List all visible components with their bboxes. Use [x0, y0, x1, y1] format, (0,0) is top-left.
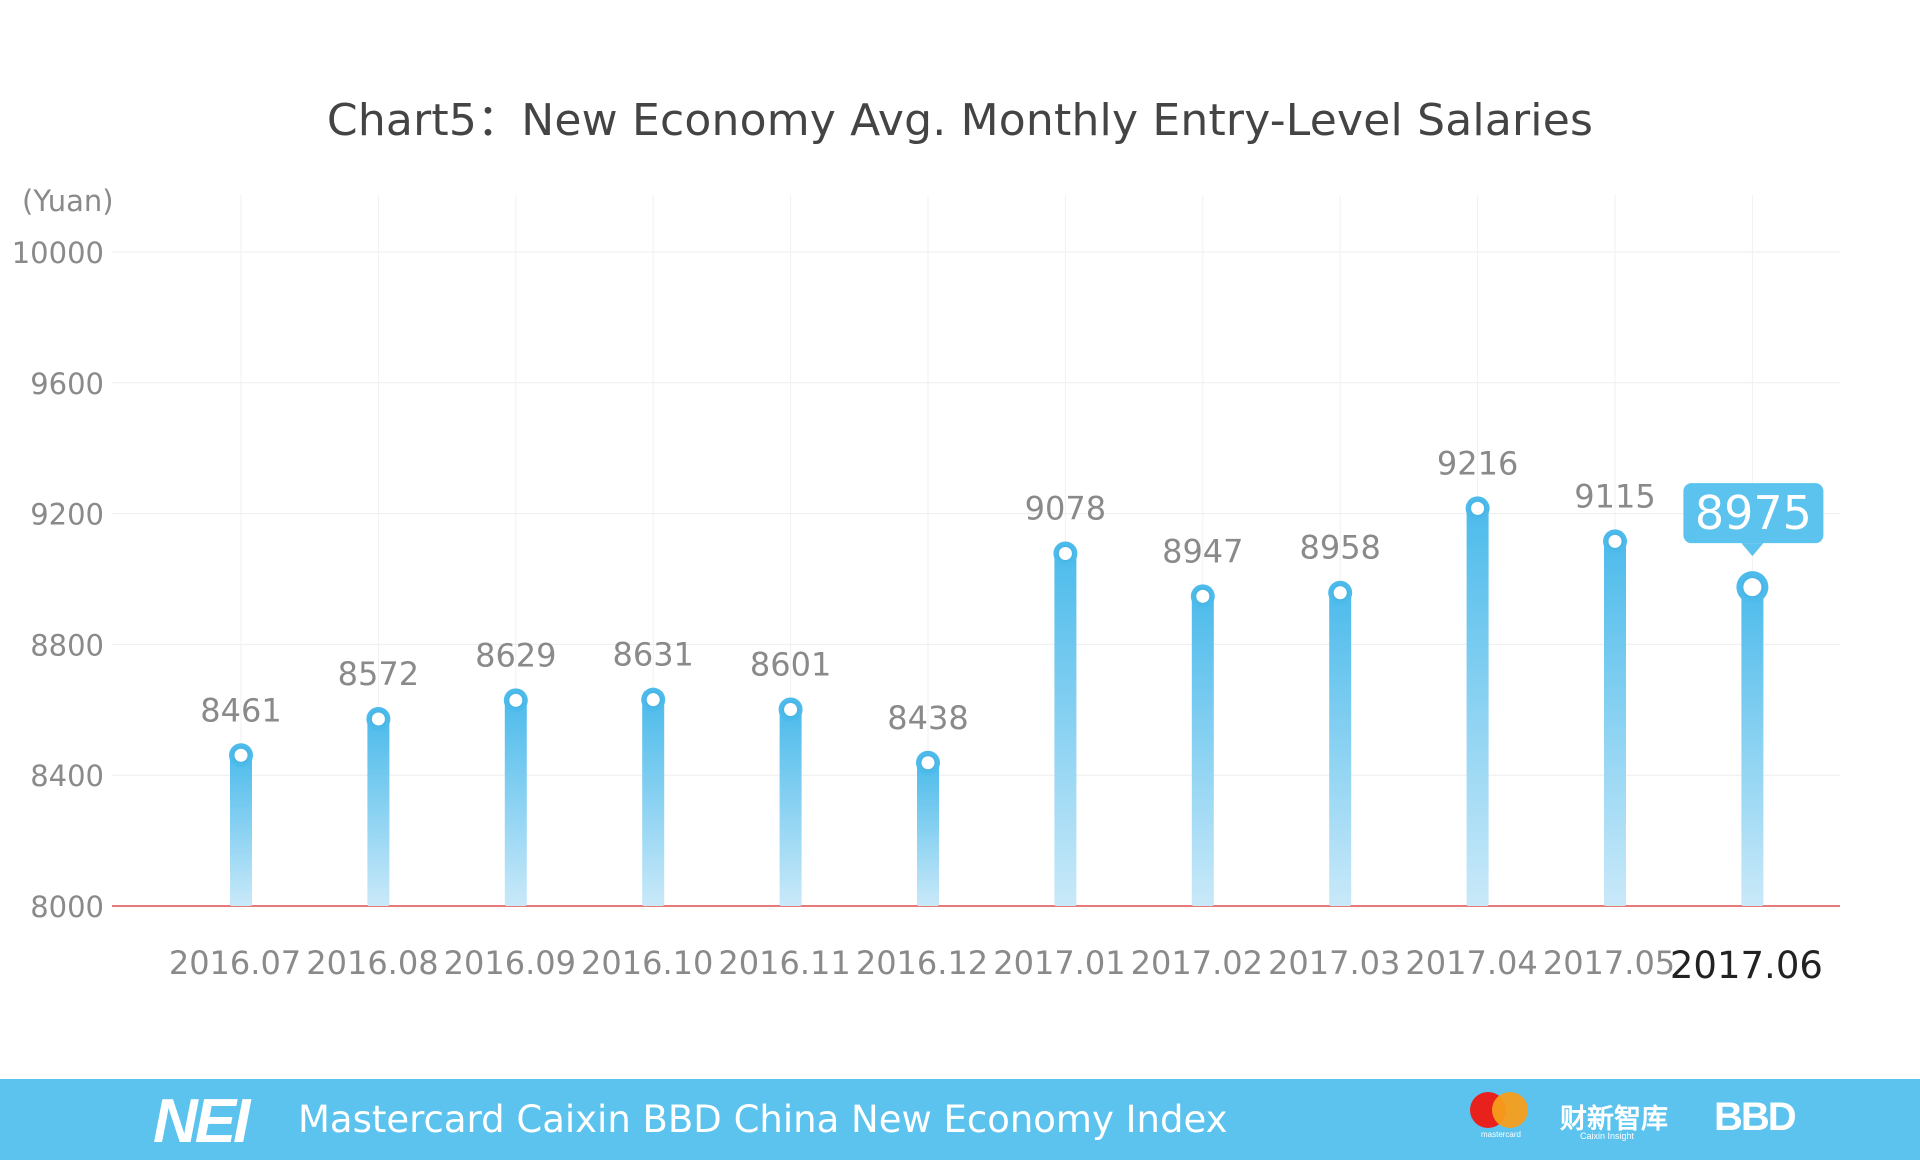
data-label: 8572 — [338, 655, 419, 693]
x-tick-label: 2016.09 — [444, 944, 576, 982]
x-tick-label: 2016.12 — [856, 944, 988, 982]
bar — [1741, 587, 1764, 906]
footer-banner: NEI Mastercard Caixin BBD China New Econ… — [0, 1079, 1920, 1160]
data-label: 9115 — [1574, 477, 1655, 515]
highlight-callout — [1683, 483, 1824, 544]
y-tick-label: 10000 — [12, 236, 104, 270]
x-tick-label: 2016.11 — [718, 944, 850, 982]
y-tick-label: 8800 — [30, 628, 104, 662]
bar — [367, 718, 390, 906]
bar-marker — [1608, 534, 1622, 548]
mastercard-yellow-circle — [1492, 1092, 1528, 1128]
x-tick-label: 2016.08 — [306, 944, 438, 982]
y-axis-label: (Yuan) — [22, 184, 114, 218]
chart-title: Chart5：New Economy Avg. Monthly Entry-Le… — [326, 95, 1594, 146]
bar-marker — [1471, 501, 1485, 515]
highlight-callout-pointer — [1741, 543, 1764, 557]
data-label: 9216 — [1437, 444, 1518, 482]
bar — [642, 699, 665, 906]
data-label: 9078 — [1025, 489, 1106, 527]
x-tick-label: 2017.03 — [1268, 944, 1400, 982]
y-tick-label: 8000 — [30, 890, 104, 924]
bar — [1054, 553, 1077, 906]
x-tick-label: 2016.10 — [581, 944, 713, 982]
bbd-logo: BBD — [1714, 1095, 1797, 1139]
bar-marker — [921, 756, 935, 770]
caixin-sublabel: Caixin Insight — [1580, 1131, 1635, 1141]
x-tick-label: 2017.04 — [1405, 944, 1537, 982]
bar-marker — [234, 748, 248, 762]
bar-marker — [1058, 546, 1072, 560]
bar-marker — [1196, 589, 1210, 603]
y-tick-label: 8400 — [30, 759, 104, 793]
bar-marker — [1333, 586, 1347, 600]
data-label: 8438 — [887, 699, 968, 737]
bar — [1329, 592, 1352, 906]
nei-logo: NEI — [153, 1087, 250, 1156]
bar — [1191, 596, 1214, 906]
bar-marker — [1743, 578, 1762, 597]
x-tick-label: 2016.07 — [169, 944, 301, 982]
bar — [504, 700, 527, 906]
x-tick-label: 2017.01 — [993, 944, 1125, 982]
data-label: 8975 — [1695, 486, 1812, 540]
data-label: 8601 — [750, 645, 831, 683]
x-tick-label: 2017.02 — [1131, 944, 1263, 982]
caixin-logo: 财新智库 — [1560, 1104, 1668, 1135]
footer-title: Mastercard Caixin BBD China New Economy … — [298, 1098, 1228, 1141]
bar-marker — [784, 702, 798, 716]
data-label: 8958 — [1299, 529, 1380, 567]
mastercard-logo: mastercard — [1466, 1092, 1536, 1156]
bar-marker — [509, 693, 523, 707]
x-tick-label: 2017.05 — [1543, 944, 1675, 982]
bar — [230, 755, 252, 906]
y-tick-label: 9200 — [30, 498, 104, 532]
bar — [779, 709, 802, 906]
data-label: 8947 — [1162, 532, 1243, 570]
data-label: 8629 — [475, 636, 556, 674]
bar — [1604, 541, 1626, 906]
data-label: 8461 — [200, 691, 281, 729]
bar-marker — [371, 712, 385, 726]
bar-marker — [646, 693, 660, 707]
data-label: 8631 — [612, 636, 693, 674]
mastercard-wordmark: mastercard — [1480, 1130, 1521, 1139]
bar — [1466, 508, 1489, 906]
y-tick-label: 9600 — [30, 367, 104, 401]
x-tick-label: 2017.06 — [1670, 944, 1823, 987]
bar — [917, 762, 939, 906]
